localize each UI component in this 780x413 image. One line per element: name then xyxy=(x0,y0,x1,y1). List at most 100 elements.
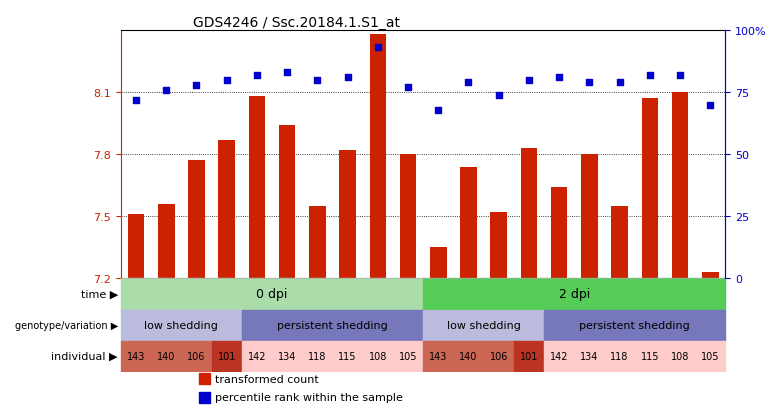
Point xyxy=(463,80,475,86)
Text: persistent shedding: persistent shedding xyxy=(277,320,388,330)
Point xyxy=(432,107,445,114)
Bar xyxy=(249,97,265,279)
Text: genotype/variation ▶: genotype/variation ▶ xyxy=(15,320,118,330)
Point xyxy=(704,102,717,109)
Text: 140: 140 xyxy=(459,351,477,361)
Bar xyxy=(544,310,725,341)
Point xyxy=(613,80,626,86)
Bar xyxy=(424,341,453,372)
Point xyxy=(250,72,263,79)
Text: 143: 143 xyxy=(429,351,448,361)
Bar xyxy=(424,310,544,341)
Point xyxy=(190,82,203,89)
Bar xyxy=(430,248,447,279)
Bar xyxy=(581,155,597,279)
Bar xyxy=(272,341,303,372)
Point xyxy=(583,80,596,86)
Point xyxy=(674,72,686,79)
Bar xyxy=(218,140,235,279)
Bar xyxy=(242,341,272,372)
Bar xyxy=(200,392,211,403)
Bar xyxy=(641,99,658,279)
Bar xyxy=(484,341,514,372)
Bar xyxy=(604,341,635,372)
Bar xyxy=(574,341,605,372)
Bar xyxy=(339,151,356,279)
Bar xyxy=(399,155,417,279)
Point xyxy=(160,87,172,94)
Bar xyxy=(182,341,211,372)
Bar xyxy=(514,341,544,372)
Bar xyxy=(211,341,242,372)
Text: 105: 105 xyxy=(399,351,417,361)
Point xyxy=(523,77,535,84)
Point xyxy=(221,77,233,84)
Bar xyxy=(551,188,568,279)
Bar xyxy=(695,341,725,372)
Text: 2 dpi: 2 dpi xyxy=(558,288,590,301)
Bar xyxy=(303,341,332,372)
Text: 108: 108 xyxy=(671,351,690,361)
Bar xyxy=(121,279,424,310)
Text: time ▶: time ▶ xyxy=(80,289,118,299)
Point xyxy=(644,72,656,79)
Text: transformed count: transformed count xyxy=(215,374,318,384)
Text: 142: 142 xyxy=(550,351,569,361)
Bar xyxy=(188,161,205,279)
Text: 115: 115 xyxy=(339,351,356,361)
Point xyxy=(492,92,505,99)
Bar xyxy=(151,341,182,372)
Bar xyxy=(635,341,665,372)
Point xyxy=(342,75,354,81)
Bar xyxy=(393,341,424,372)
Text: 118: 118 xyxy=(308,351,327,361)
Bar xyxy=(665,341,695,372)
Bar xyxy=(363,341,393,372)
Bar xyxy=(460,167,477,279)
Bar xyxy=(424,279,725,310)
Text: 143: 143 xyxy=(127,351,145,361)
Bar xyxy=(158,204,175,279)
Bar xyxy=(672,93,689,279)
Point xyxy=(553,75,566,81)
Text: percentile rank within the sample: percentile rank within the sample xyxy=(215,392,402,402)
Bar xyxy=(520,149,537,279)
Point xyxy=(281,70,293,76)
Bar xyxy=(544,341,574,372)
Bar xyxy=(121,341,151,372)
Text: 140: 140 xyxy=(157,351,176,361)
Text: 142: 142 xyxy=(248,351,266,361)
Bar xyxy=(309,206,326,279)
Point xyxy=(402,85,414,91)
Text: 105: 105 xyxy=(701,351,719,361)
Text: individual ▶: individual ▶ xyxy=(51,351,118,361)
Bar xyxy=(702,273,718,279)
Text: 115: 115 xyxy=(640,351,659,361)
Text: 108: 108 xyxy=(369,351,387,361)
Point xyxy=(311,77,324,84)
Text: 118: 118 xyxy=(611,351,629,361)
Text: low shedding: low shedding xyxy=(144,320,218,330)
Bar xyxy=(370,35,386,279)
Text: 101: 101 xyxy=(218,351,236,361)
Text: 106: 106 xyxy=(490,351,508,361)
Bar xyxy=(491,213,507,279)
Bar xyxy=(121,310,242,341)
Bar xyxy=(332,341,363,372)
Bar xyxy=(612,206,628,279)
Bar xyxy=(453,341,484,372)
Bar xyxy=(278,126,296,279)
Text: 134: 134 xyxy=(278,351,296,361)
Text: low shedding: low shedding xyxy=(447,320,520,330)
Point xyxy=(129,97,142,104)
Bar xyxy=(242,310,424,341)
Bar xyxy=(128,215,144,279)
Text: persistent shedding: persistent shedding xyxy=(580,320,690,330)
Text: 101: 101 xyxy=(519,351,538,361)
Point xyxy=(371,45,384,52)
Text: 0 dpi: 0 dpi xyxy=(257,288,288,301)
Bar xyxy=(200,373,211,384)
Text: 106: 106 xyxy=(187,351,206,361)
Text: 134: 134 xyxy=(580,351,598,361)
Text: GDS4246 / Ssc.20184.1.S1_at: GDS4246 / Ssc.20184.1.S1_at xyxy=(193,16,400,30)
